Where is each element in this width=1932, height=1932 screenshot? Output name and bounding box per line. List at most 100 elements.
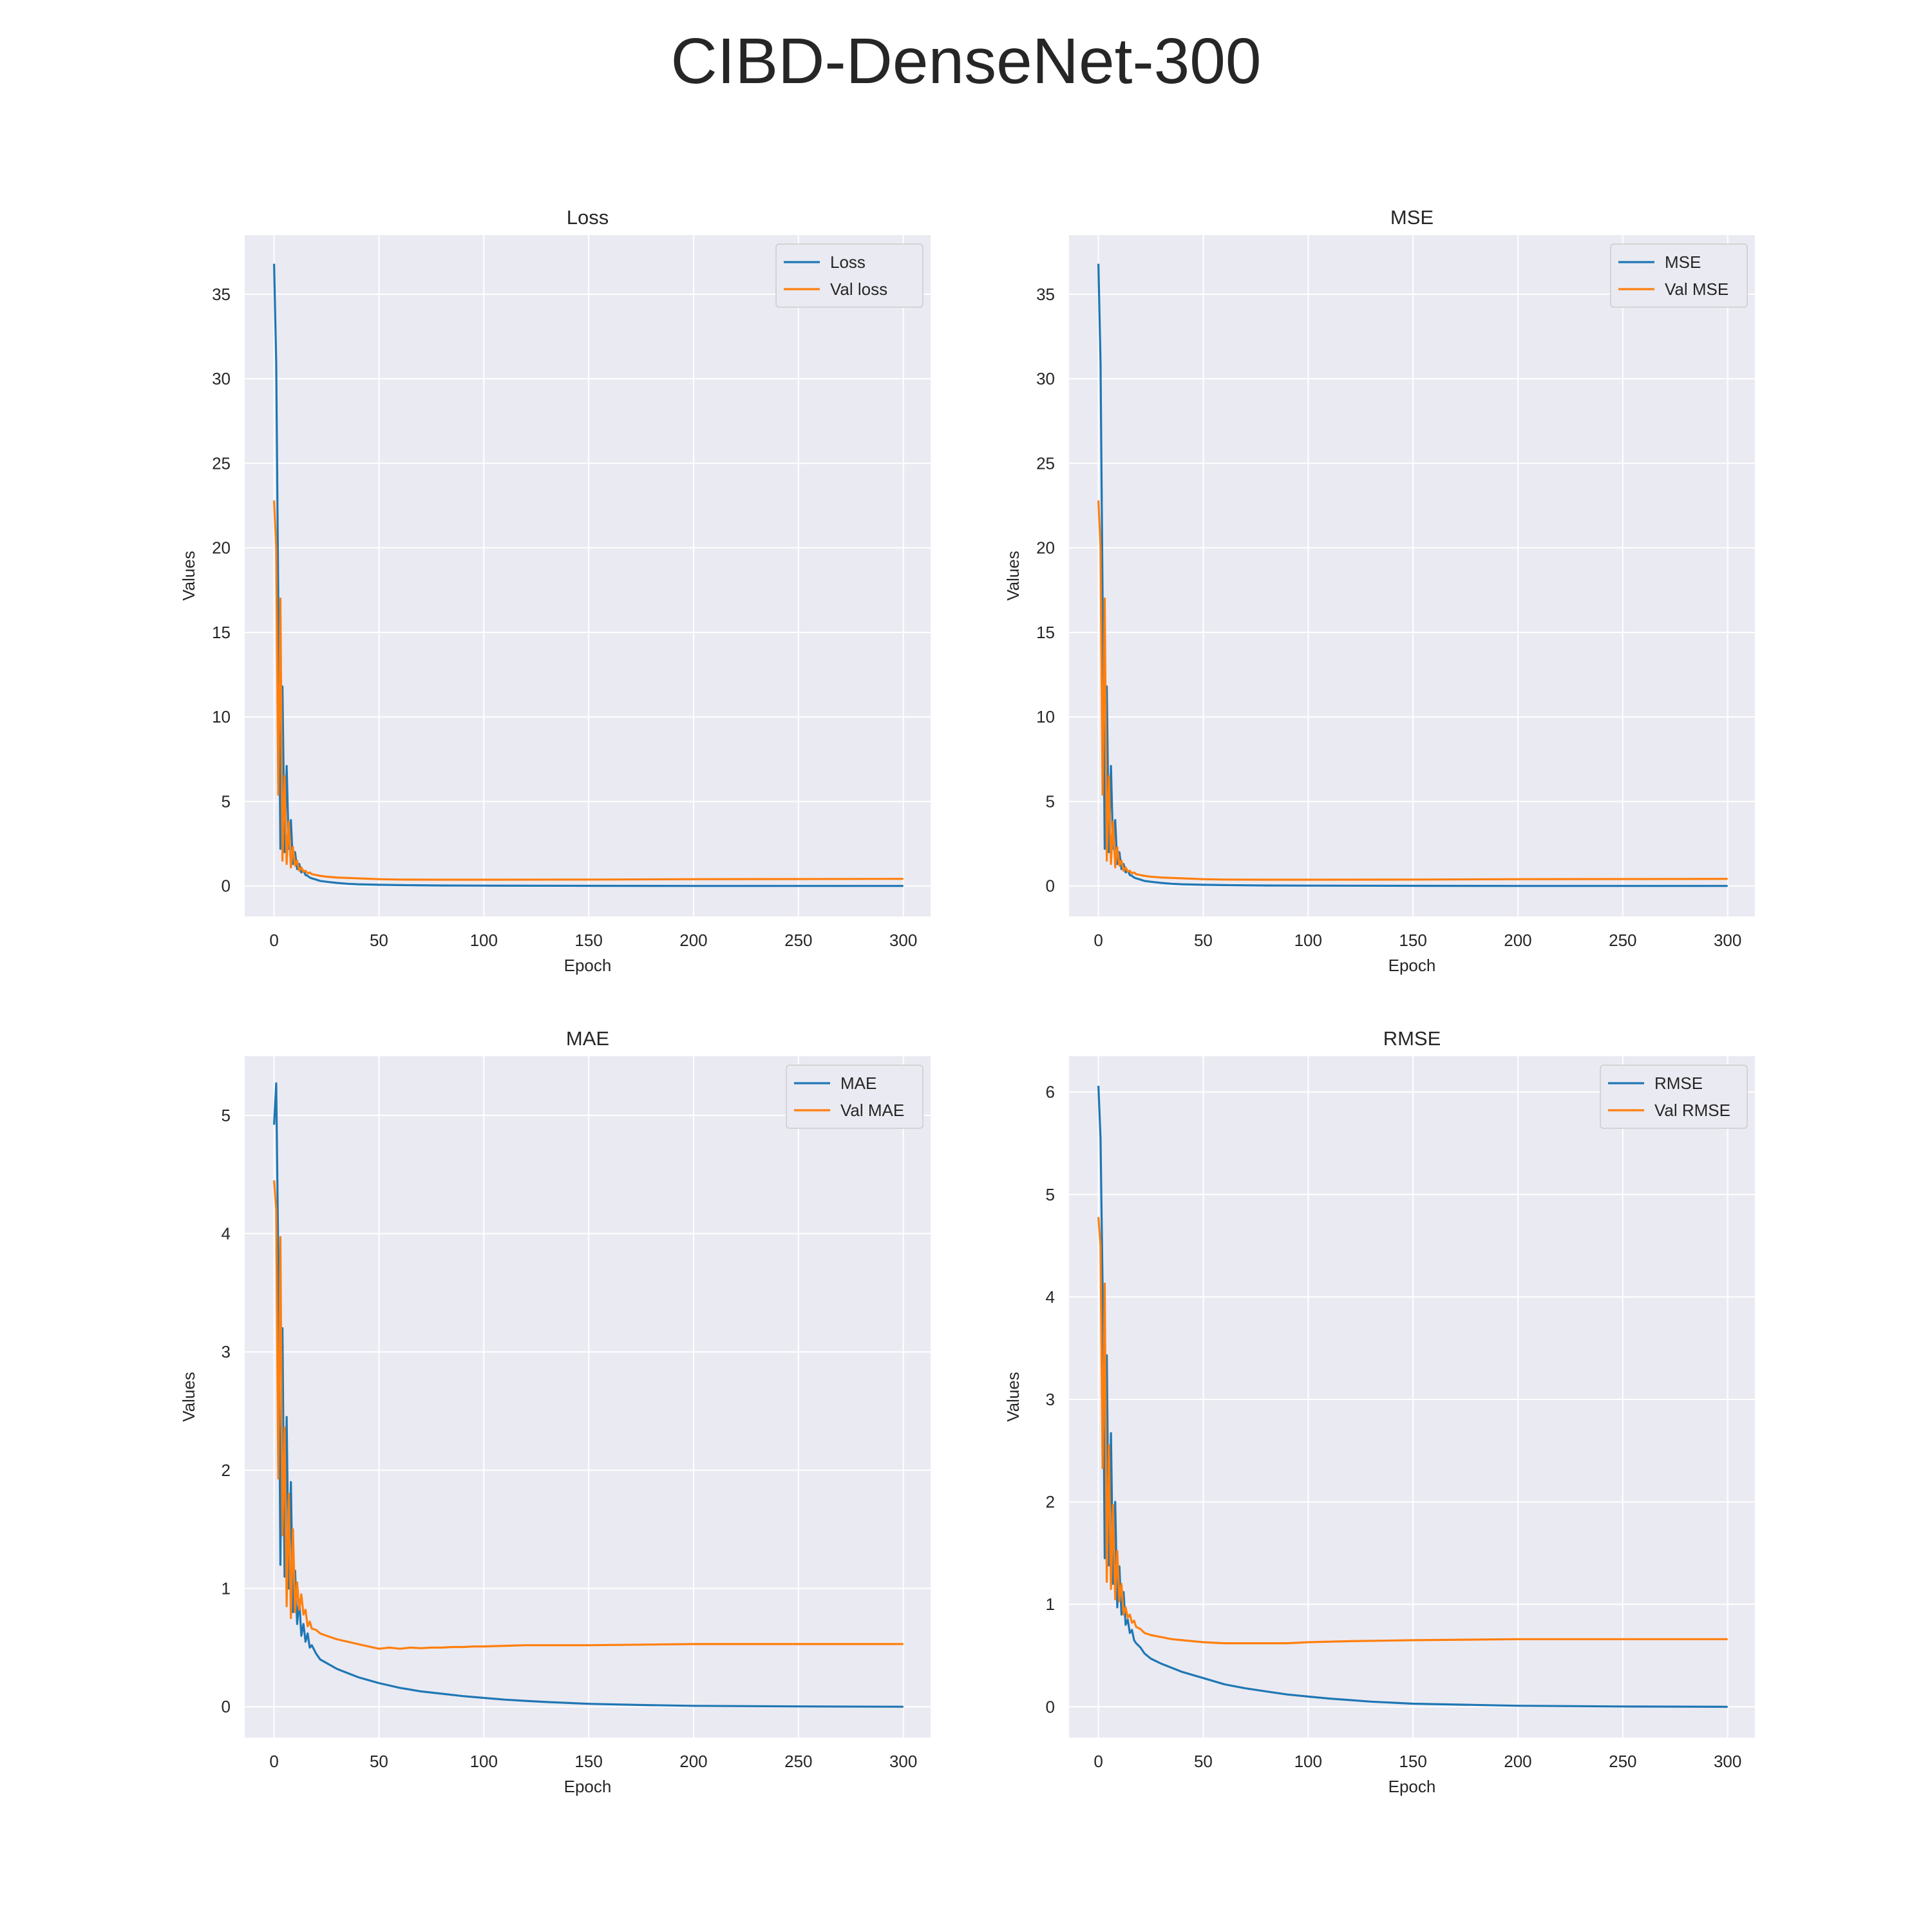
x-tick-label: 200 bbox=[1504, 1752, 1531, 1771]
y-tick-label: 0 bbox=[1046, 876, 1055, 896]
x-tick-label: 0 bbox=[269, 1752, 278, 1771]
y-tick-label: 0 bbox=[222, 1697, 231, 1716]
rmse-chart: 0 50 100 150 200 250 300 0 1 2 3 4 5 6 RMSE Epoch Values… bbox=[1003, 1027, 1755, 1796]
x-tick-label: 300 bbox=[1714, 1752, 1741, 1771]
x-axis-label: Epoch bbox=[564, 956, 612, 975]
y-tick-label: 20 bbox=[212, 538, 231, 558]
y-tick-label: 2 bbox=[222, 1461, 231, 1480]
rmse-panel: 0 50 100 150 200 250 300 0 1 2 3 4 5 6 RMSE Epoch Values… bbox=[979, 1014, 1803, 1852]
legend-label-val-mse: Val MSE bbox=[1665, 279, 1728, 299]
x-tick-label: 250 bbox=[1609, 931, 1636, 950]
series-line-val-loss bbox=[273, 500, 904, 881]
legend-box bbox=[775, 243, 923, 308]
y-tick-label: 25 bbox=[1036, 453, 1055, 473]
x-tick-label: 300 bbox=[889, 1752, 917, 1771]
y-tick-label: 1 bbox=[222, 1579, 231, 1598]
x-tick-label: 50 bbox=[1194, 1752, 1213, 1771]
legend-box bbox=[1610, 243, 1748, 308]
x-tick-label: 100 bbox=[1294, 931, 1322, 950]
chart-title: Loss bbox=[567, 206, 609, 229]
legend-box bbox=[1600, 1065, 1748, 1129]
y-axis-label: Values bbox=[1003, 551, 1023, 601]
y-tick-label: 35 bbox=[212, 285, 231, 304]
x-tick-label: 250 bbox=[784, 1752, 812, 1771]
y-axis-label: Values bbox=[1003, 1372, 1023, 1422]
y-tick-label: 20 bbox=[1036, 538, 1055, 558]
y-tick-label: 35 bbox=[1036, 285, 1055, 304]
x-tick-label: 150 bbox=[574, 931, 602, 950]
y-tick-label: 5 bbox=[222, 791, 231, 811]
legend-label-val-loss: Val loss bbox=[830, 279, 887, 299]
y-tick-label: 15 bbox=[1036, 623, 1055, 642]
x-tick-label: 50 bbox=[1194, 931, 1213, 950]
x-tick-label: 150 bbox=[1399, 1752, 1426, 1771]
y-tick-label: 15 bbox=[212, 623, 231, 642]
x-tick-label: 150 bbox=[1399, 931, 1426, 950]
x-tick-label: 200 bbox=[1504, 931, 1531, 950]
plot-background bbox=[1069, 1056, 1755, 1738]
series-line-mae bbox=[273, 1082, 904, 1708]
series-line-rmse bbox=[1097, 1086, 1728, 1708]
x-axis-label: Epoch bbox=[1388, 956, 1436, 975]
y-tick-label: 2 bbox=[1046, 1492, 1055, 1511]
figure-title: CIBD-DenseNet-300 bbox=[670, 25, 1262, 97]
legend-label-mse: MSE bbox=[1665, 252, 1701, 272]
legend-label-mae: MAE bbox=[840, 1074, 876, 1093]
series-line-val-rmse bbox=[1097, 1217, 1728, 1645]
legend-box bbox=[786, 1065, 923, 1129]
x-tick-label: 50 bbox=[370, 931, 388, 950]
y-tick-label: 5 bbox=[222, 1106, 231, 1125]
series-line-val-mae bbox=[273, 1180, 904, 1650]
x-tick-label: 0 bbox=[1094, 931, 1103, 950]
x-tick-label: 100 bbox=[1294, 1752, 1322, 1771]
x-tick-label: 200 bbox=[679, 931, 707, 950]
y-tick-label: 10 bbox=[212, 707, 231, 726]
y-tick-label: 3 bbox=[1046, 1390, 1055, 1409]
x-axis-label: Epoch bbox=[1388, 1777, 1436, 1796]
y-tick-label: 5 bbox=[1046, 1185, 1055, 1204]
x-tick-label: 100 bbox=[470, 1752, 498, 1771]
y-tick-label: 25 bbox=[212, 453, 231, 473]
y-tick-label: 30 bbox=[1036, 369, 1055, 388]
x-tick-label: 250 bbox=[1609, 1752, 1636, 1771]
legend-label-loss: Loss bbox=[830, 252, 866, 272]
legend-label-val-rmse: Val RMSE bbox=[1654, 1101, 1730, 1120]
y-tick-label: 4 bbox=[222, 1224, 231, 1244]
x-axis-label: Epoch bbox=[564, 1777, 612, 1796]
mae-panel: 0 50 100 150 200 250 300 0 1 2 3 4 5 MAE Epoch Values MA… bbox=[155, 1014, 979, 1852]
x-tick-label: 100 bbox=[470, 931, 498, 950]
x-tick-label: 300 bbox=[889, 931, 917, 950]
y-tick-label: 30 bbox=[212, 369, 231, 388]
chart-title: RMSE bbox=[1383, 1027, 1441, 1050]
plot-background bbox=[245, 1056, 931, 1738]
y-tick-label: 5 bbox=[1046, 791, 1055, 811]
chart-title: MAE bbox=[566, 1027, 609, 1050]
x-tick-label: 300 bbox=[1714, 931, 1741, 950]
y-tick-label: 1 bbox=[1046, 1595, 1055, 1614]
y-tick-label: 6 bbox=[1046, 1083, 1055, 1102]
legend-label-val-mae: Val MAE bbox=[840, 1101, 904, 1120]
x-tick-label: 50 bbox=[370, 1752, 388, 1771]
mae-chart: 0 50 100 150 200 250 300 0 1 2 3 4 5 MAE Epoch Values MA… bbox=[179, 1027, 931, 1796]
x-tick-label: 150 bbox=[574, 1752, 602, 1771]
y-tick-label: 10 bbox=[1036, 707, 1055, 726]
x-tick-label: 200 bbox=[679, 1752, 707, 1771]
y-axis-label: Values bbox=[179, 551, 198, 601]
y-tick-label: 4 bbox=[1046, 1287, 1055, 1307]
x-tick-label: 250 bbox=[784, 931, 812, 950]
y-axis-label: Values bbox=[179, 1372, 198, 1422]
x-tick-label: 0 bbox=[1094, 1752, 1103, 1771]
plot-background bbox=[245, 235, 931, 916]
loss-chart: 0 50 100 150 200 250 300 0 5 10 15 20 25 30 35 Loss Epoc… bbox=[179, 206, 931, 975]
y-tick-label: 3 bbox=[222, 1342, 231, 1361]
legend-label-rmse: RMSE bbox=[1654, 1074, 1703, 1093]
plot-background bbox=[1069, 235, 1755, 916]
mse-chart: 0 50 100 150 200 250 300 0 5 10 15 20 25 30 35 MSE Epoch… bbox=[1003, 206, 1755, 975]
chart-title: MSE bbox=[1390, 206, 1434, 229]
loss-panel: 0 50 100 150 200 250 300 0 5 10 15 20 25 30 35 Loss Epoc… bbox=[155, 193, 979, 1030]
x-tick-label: 0 bbox=[269, 931, 278, 950]
y-tick-label: 0 bbox=[222, 876, 231, 896]
y-tick-label: 0 bbox=[1046, 1697, 1055, 1716]
series-line-val-mse bbox=[1097, 500, 1728, 881]
mse-panel: 0 50 100 150 200 250 300 0 5 10 15 20 25 30 35 MSE Epoch… bbox=[979, 193, 1803, 1030]
